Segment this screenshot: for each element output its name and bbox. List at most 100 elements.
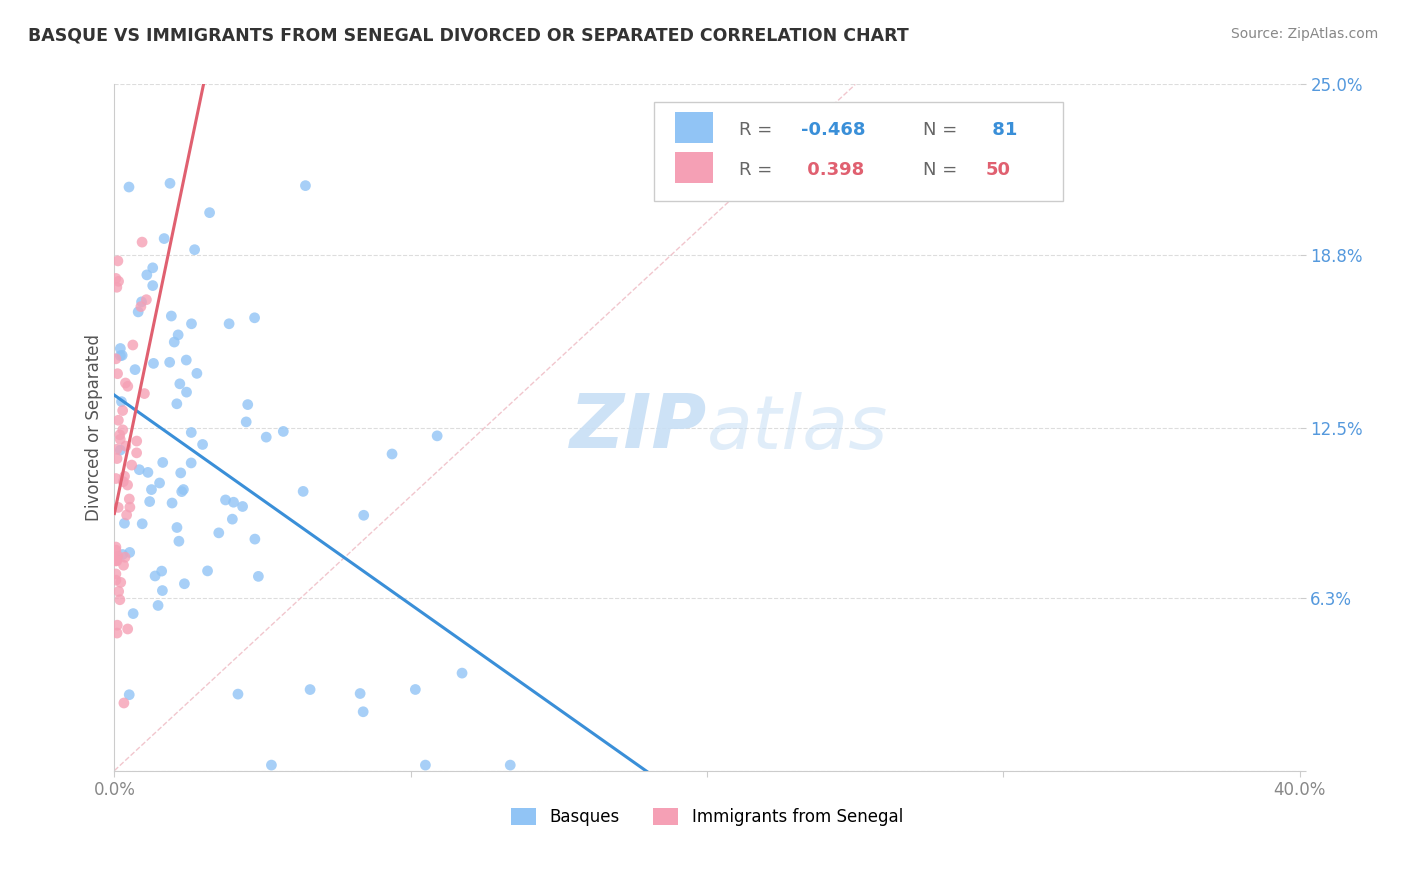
Point [226, 687, 249, 701]
FancyBboxPatch shape [654, 102, 1063, 201]
Point [105, 442, 128, 457]
Point [112, 475, 135, 489]
Point [166, 520, 188, 534]
Point [112, 696, 135, 710]
Point [104, 553, 127, 567]
Point [197, 564, 219, 578]
Point [131, 294, 153, 309]
Point [118, 688, 141, 702]
Point [243, 532, 266, 546]
Text: 0.398: 0.398 [801, 161, 865, 179]
Point [143, 569, 166, 583]
Point [111, 348, 134, 362]
Point [134, 386, 156, 401]
Text: Source: ZipAtlas.com: Source: ZipAtlas.com [1230, 27, 1378, 41]
Point [105, 451, 128, 466]
Text: ZIP: ZIP [569, 391, 707, 464]
Point [141, 483, 163, 497]
Point [232, 500, 254, 514]
Point [125, 446, 148, 460]
Point [118, 491, 141, 506]
Point [107, 584, 129, 599]
Point [128, 463, 150, 477]
Point [114, 376, 136, 390]
Point [160, 309, 183, 323]
Point [180, 456, 202, 470]
Point [166, 397, 188, 411]
Point [107, 413, 129, 427]
Point [115, 508, 138, 522]
Point [167, 534, 190, 549]
Point [152, 455, 174, 469]
Point [294, 178, 316, 193]
Point [180, 317, 202, 331]
Point [271, 425, 294, 439]
Point [104, 471, 127, 485]
Point [159, 177, 181, 191]
Point [129, 300, 152, 314]
Point [173, 576, 195, 591]
Point [110, 394, 132, 409]
Point [451, 666, 474, 681]
Point [180, 425, 202, 440]
Point [167, 327, 190, 342]
Point [183, 243, 205, 257]
Point [235, 415, 257, 429]
Text: 81: 81 [986, 121, 1017, 139]
Point [104, 271, 127, 285]
Point [136, 466, 159, 480]
Text: 50: 50 [986, 161, 1011, 179]
Point [118, 180, 141, 194]
Point [118, 545, 141, 559]
Point [214, 492, 236, 507]
Point [114, 550, 136, 565]
Point [104, 540, 127, 554]
Point [160, 496, 183, 510]
Point [127, 305, 149, 319]
Y-axis label: Divorced or Separated: Divorced or Separated [86, 334, 103, 521]
Point [236, 398, 259, 412]
Point [169, 376, 191, 391]
Point [105, 626, 128, 640]
Point [146, 599, 169, 613]
Point [107, 274, 129, 288]
FancyBboxPatch shape [675, 112, 713, 143]
Point [176, 385, 198, 400]
Point [104, 566, 127, 581]
Text: N =: N = [922, 161, 963, 179]
Point [152, 583, 174, 598]
Point [107, 253, 129, 268]
Point [105, 280, 128, 294]
Point [104, 554, 127, 568]
Point [117, 478, 139, 492]
Point [243, 310, 266, 325]
Point [105, 554, 128, 568]
Point [111, 423, 134, 437]
Point [110, 349, 132, 363]
Point [170, 466, 193, 480]
Point [117, 379, 139, 393]
Point [125, 434, 148, 448]
Point [150, 564, 173, 578]
Point [352, 705, 374, 719]
Point [218, 317, 240, 331]
Point [108, 427, 131, 442]
Point [499, 758, 522, 772]
Point [105, 550, 128, 565]
Point [426, 429, 449, 443]
Point [174, 353, 197, 368]
Point [260, 758, 283, 772]
Text: N =: N = [922, 121, 963, 139]
Point [105, 618, 128, 632]
Point [107, 549, 129, 563]
Point [124, 362, 146, 376]
Point [292, 484, 315, 499]
Text: -0.468: -0.468 [801, 121, 865, 139]
Point [415, 758, 437, 772]
Point [110, 342, 132, 356]
FancyBboxPatch shape [675, 152, 713, 183]
Text: R =: R = [740, 121, 778, 139]
Point [381, 447, 404, 461]
Point [110, 443, 132, 458]
Point [247, 569, 270, 583]
